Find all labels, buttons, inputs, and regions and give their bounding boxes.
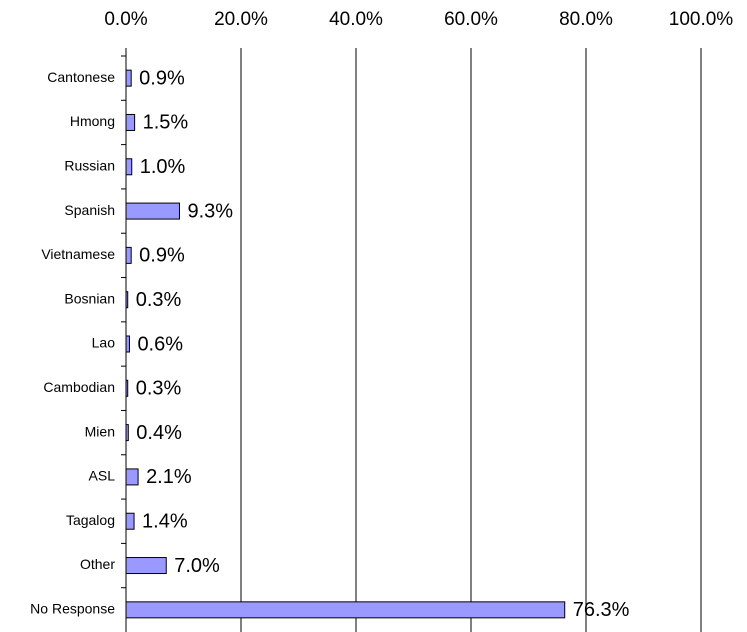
value-label: 1.4% xyxy=(142,511,188,533)
bar xyxy=(125,424,129,442)
y-tick-label: Vietnamese xyxy=(41,246,115,262)
bar xyxy=(125,379,129,397)
value-label: 0.4% xyxy=(136,422,182,444)
y-tick-label: ASL xyxy=(89,468,116,484)
bar xyxy=(125,158,133,176)
y-tick-label: No Response xyxy=(30,601,115,617)
value-label: 7.0% xyxy=(174,555,220,577)
bar xyxy=(125,246,132,264)
bar xyxy=(125,202,180,220)
bar xyxy=(125,557,167,575)
x-tick-label: 40.0% xyxy=(329,9,383,30)
x-tick-label: 20.0% xyxy=(214,9,268,30)
value-label: 0.3% xyxy=(136,289,182,311)
value-label: 0.9% xyxy=(139,67,185,89)
bar xyxy=(125,335,130,353)
y-tick-label: Lao xyxy=(92,335,116,351)
x-tick-label: 80.0% xyxy=(559,9,613,30)
y-tick-label: Cambodian xyxy=(43,379,115,395)
y-tick-label: Other xyxy=(80,556,115,572)
value-label: 9.3% xyxy=(187,200,233,222)
y-tick-label: Bosnian xyxy=(64,290,115,306)
y-tick-label: Hmong xyxy=(70,113,115,129)
value-label: 2.1% xyxy=(146,466,192,488)
value-label: 0.9% xyxy=(139,245,185,267)
y-tick-label: Tagalog xyxy=(66,512,115,528)
y-tick-label: Spanish xyxy=(64,202,115,218)
y-tick-label: Cantonese xyxy=(47,69,115,85)
x-tick-label: 60.0% xyxy=(444,9,498,30)
bar xyxy=(125,601,566,619)
bar xyxy=(125,468,139,486)
x-tick-label: 100.0% xyxy=(669,9,734,30)
bar xyxy=(125,512,135,530)
x-tick-label: 0.0% xyxy=(104,9,147,30)
value-label: 0.6% xyxy=(137,333,183,355)
value-label: 1.5% xyxy=(143,112,189,134)
bar xyxy=(125,69,132,87)
value-label: 1.0% xyxy=(140,156,186,178)
value-label: 0.3% xyxy=(136,378,182,400)
bar xyxy=(125,113,136,131)
bar xyxy=(125,291,129,309)
y-tick-label: Mien xyxy=(85,423,115,439)
value-label: 76.3% xyxy=(573,599,630,621)
y-tick-label: Russian xyxy=(64,157,115,173)
